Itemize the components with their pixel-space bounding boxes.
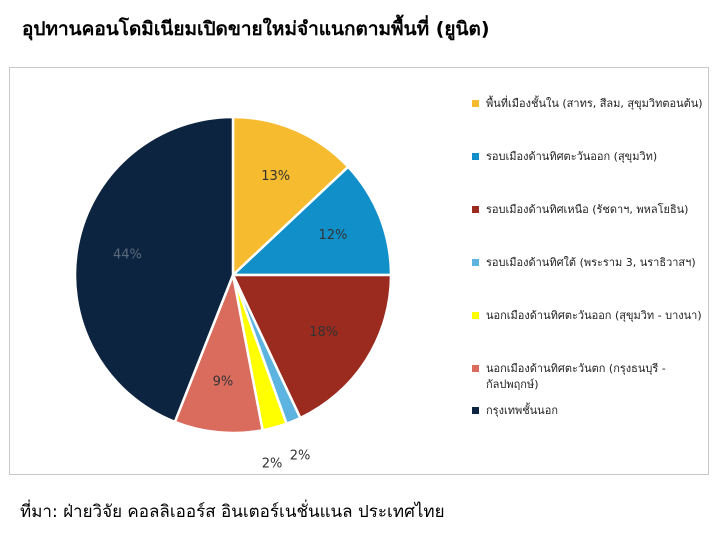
- slice-label: 18%: [309, 325, 338, 340]
- legend-swatch: [472, 259, 479, 266]
- legend-item: พื้นที่เมืองชั้นใน (สาทร, สีลม, สุขุมวิท…: [472, 96, 704, 112]
- pie-chart: 13% 12% 18% 2% 2% 9% 44%: [73, 115, 393, 472]
- legend-item: รอบเมืองด้านทิศตะวันออก (สุขุมวิท): [472, 149, 704, 165]
- legend-item: กรุงเทพชั้นนอก: [472, 403, 704, 419]
- legend-label: นอกเมืองด้านทิศตะวันตก (กรุงธนบุรี - กัล…: [486, 362, 666, 391]
- legend-item: นอกเมืองด้านทิศตะวันออก (สุขุมวิท - บางน…: [472, 308, 704, 324]
- slice-label: 44%: [113, 247, 142, 262]
- chart-title: อุปทานคอนโดมิเนียมเปิดขายใหม่จำแนกตามพื้…: [22, 18, 490, 40]
- legend-label: นอกเมืองด้านทิศตะวันออก (สุขุมวิท - บางน…: [486, 309, 702, 322]
- legend-item: รอบเมืองด้านทิศเหนือ (รัชดาฯ, พหลโยธิน): [472, 202, 704, 218]
- chart-area: 13% 12% 18% 2% 2% 9% 44% พื้นที่เมืองชั้นใน (ส…: [9, 67, 709, 475]
- source-note: ที่มา: ฝ่ายวิจัย คอลลิเออร์ส อินเตอร์เนช…: [20, 502, 445, 522]
- pie-slice: [229, 165, 393, 277]
- legend-swatch: [472, 100, 479, 107]
- chart-legend: พื้นที่เมืองชั้นใน (สาทร, สีลม, สุขุมวิท…: [472, 96, 704, 419]
- legend-label: รอบเมืองด้านทิศตะวันออก (สุขุมวิท): [486, 150, 658, 163]
- legend-swatch: [472, 365, 479, 372]
- slice-label: 2%: [262, 457, 283, 472]
- slice-label: 9%: [213, 374, 234, 389]
- slice-label: 13%: [261, 169, 290, 184]
- legend-label: รอบเมืองด้านทิศใต้ (พระราม 3, นราธิวาสฯ): [486, 256, 696, 269]
- legend-swatch: [472, 153, 479, 160]
- legend-label: พื้นที่เมืองชั้นใน (สาทร, สีลม, สุขุมวิท…: [486, 97, 703, 110]
- legend-swatch: [472, 312, 479, 319]
- legend-label: รอบเมืองด้านทิศเหนือ (รัชดาฯ, พหลโยธิน): [486, 203, 689, 216]
- legend-swatch: [472, 407, 479, 414]
- slice-label: 12%: [318, 228, 347, 243]
- pie-slice: [231, 115, 350, 278]
- pie-slice: [73, 115, 235, 424]
- legend-swatch: [472, 206, 479, 213]
- legend-item: นอกเมืองด้านทิศตะวันตก (กรุงธนบุรี - กัล…: [472, 361, 704, 393]
- pie-slice: [231, 273, 393, 420]
- pie-slice: [173, 270, 265, 435]
- legend-label: กรุงเทพชั้นนอก: [486, 404, 558, 417]
- slice-label: 2%: [290, 449, 311, 464]
- legend-item: รอบเมืองด้านทิศใต้ (พระราม 3, นราธิวาสฯ): [472, 255, 704, 271]
